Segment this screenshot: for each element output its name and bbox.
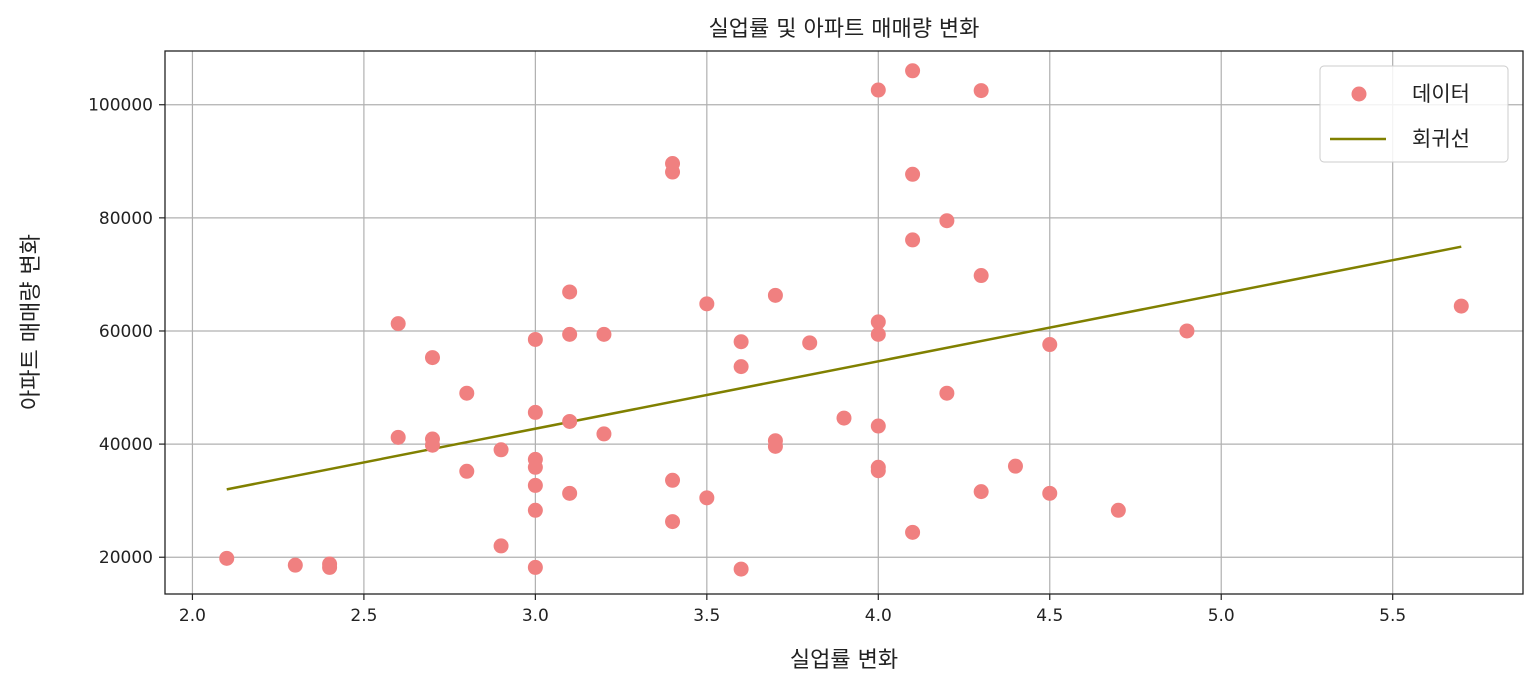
- data-point: [1110, 502, 1126, 518]
- y-tick-label: 100000: [88, 96, 153, 116]
- y-tick-label: 80000: [99, 209, 153, 229]
- data-point: [527, 331, 543, 347]
- data-point: [562, 413, 578, 429]
- data-point: [596, 326, 612, 342]
- data-point: [322, 559, 338, 575]
- data-point: [665, 164, 681, 180]
- data-point: [870, 314, 886, 330]
- data-point: [562, 326, 578, 342]
- data-points: [219, 63, 1469, 577]
- data-point: [973, 83, 989, 99]
- x-tick-label: 3.0: [522, 606, 549, 626]
- data-point: [905, 524, 921, 540]
- data-point: [802, 335, 818, 351]
- data-point: [665, 472, 681, 488]
- data-point: [562, 284, 578, 300]
- data-point: [527, 502, 543, 518]
- data-point: [390, 316, 406, 332]
- data-point: [493, 442, 509, 458]
- y-axis-ticks: 20000 40000 60000 80000 100000: [88, 96, 165, 568]
- data-point: [870, 82, 886, 98]
- data-point: [1042, 485, 1058, 501]
- plot-area: [165, 51, 1523, 594]
- data-point: [527, 459, 543, 475]
- data-point: [493, 538, 509, 554]
- data-point: [870, 418, 886, 434]
- data-point: [870, 326, 886, 342]
- legend: 데이터 회귀선: [1319, 65, 1509, 163]
- y-tick-label: 20000: [99, 548, 153, 568]
- data-point: [1042, 337, 1058, 353]
- y-axis-label: 아파트 매매량 변화: [19, 234, 44, 410]
- data-point: [424, 437, 440, 453]
- data-point: [767, 287, 783, 303]
- x-tick-label: 5.0: [1208, 606, 1235, 626]
- legend-label-regression: 회귀선: [1412, 127, 1470, 151]
- y-tick-label: 60000: [99, 322, 153, 342]
- data-point: [870, 463, 886, 479]
- data-point: [527, 559, 543, 575]
- data-point: [424, 350, 440, 366]
- data-point: [733, 561, 749, 577]
- data-point: [596, 426, 612, 442]
- data-point: [665, 514, 681, 530]
- data-point: [836, 410, 852, 426]
- legend-label-data: 데이터: [1412, 82, 1470, 106]
- data-point: [973, 268, 989, 284]
- plot-frame: [164, 50, 1524, 595]
- data-point: [905, 232, 921, 248]
- data-point: [733, 334, 749, 350]
- data-point: [459, 385, 475, 401]
- x-tick-label: 2.5: [350, 606, 377, 626]
- data-point: [219, 550, 235, 566]
- legend-marker-data: [1351, 86, 1367, 102]
- data-point: [767, 438, 783, 454]
- x-tick-label: 3.5: [693, 606, 720, 626]
- data-point: [939, 213, 955, 229]
- data-point: [527, 477, 543, 493]
- data-point: [287, 557, 303, 573]
- data-point: [562, 485, 578, 501]
- x-tick-label: 2.0: [179, 606, 206, 626]
- chart-title: 실업률 및 아파트 매매량 변화: [709, 17, 980, 42]
- data-point: [733, 359, 749, 375]
- data-point: [973, 484, 989, 500]
- x-axis-label: 실업률 변화: [790, 648, 898, 673]
- data-point: [699, 490, 715, 506]
- x-tick-label: 4.5: [1036, 606, 1063, 626]
- data-point: [905, 63, 921, 79]
- data-point: [390, 429, 406, 445]
- data-point: [699, 296, 715, 312]
- data-point: [459, 463, 475, 479]
- data-point: [527, 404, 543, 420]
- data-point: [1453, 298, 1469, 314]
- data-point: [939, 385, 955, 401]
- x-tick-label: 4.0: [865, 606, 892, 626]
- x-tick-label: 5.5: [1379, 606, 1406, 626]
- data-point: [905, 166, 921, 182]
- data-point: [1179, 323, 1195, 339]
- x-axis-ticks: 2.0 2.5 3.0 3.5 4.0 4.5 5.0 5.5: [179, 594, 1406, 626]
- y-tick-label: 40000: [99, 435, 153, 455]
- data-point: [1007, 458, 1023, 474]
